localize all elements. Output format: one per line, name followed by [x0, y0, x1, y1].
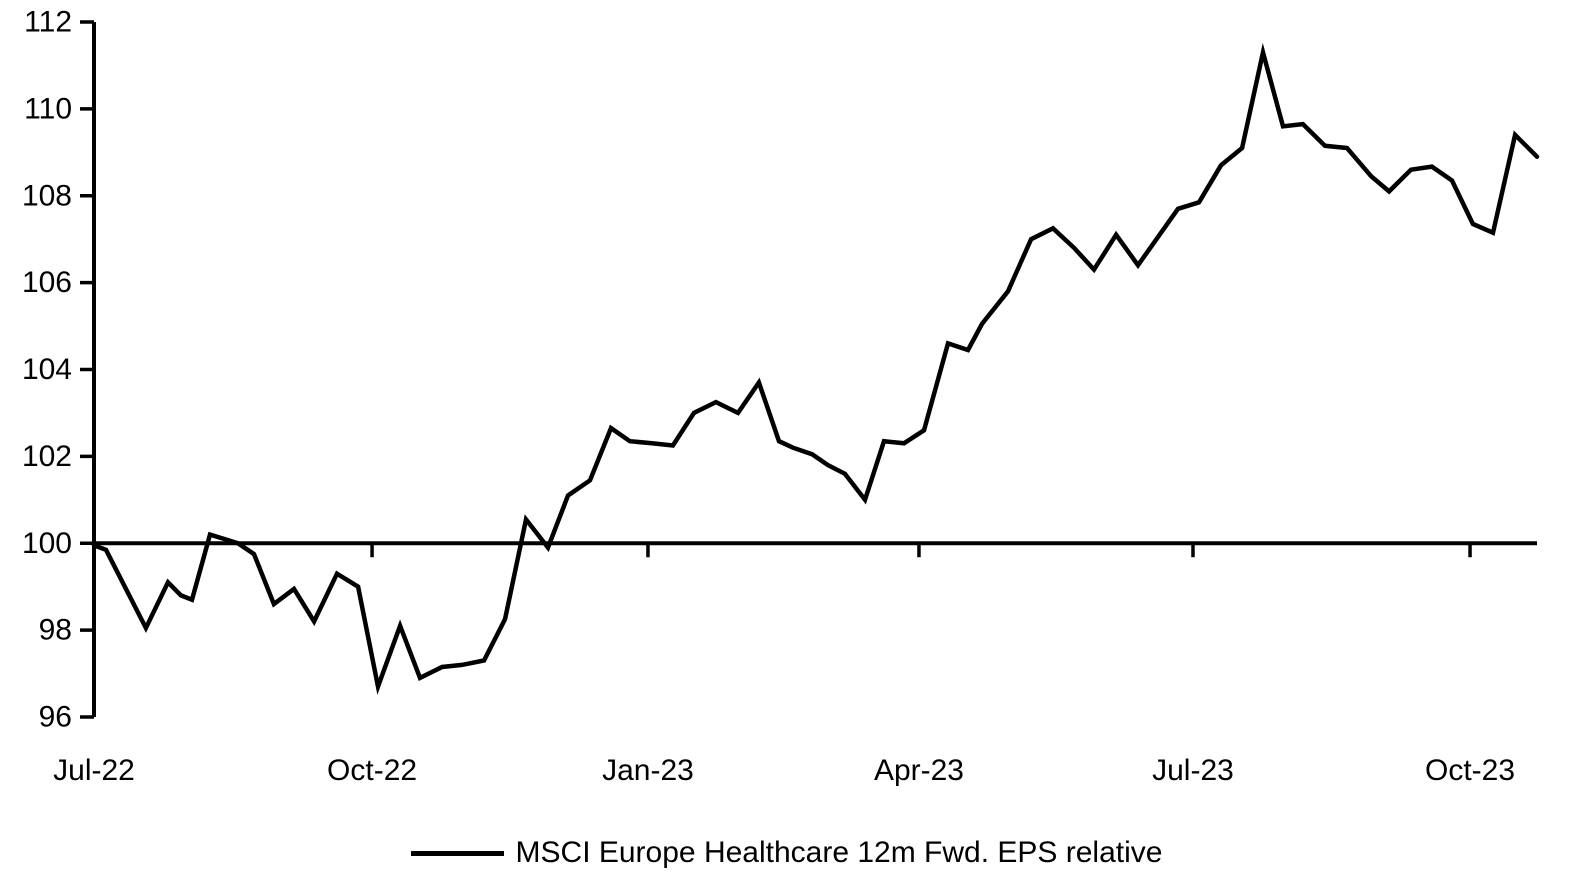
y-tick-label: 108 [22, 179, 72, 212]
line-chart: 96 98 100 102 104 106 108 110 112 Jul-22 Oct-22 Jan… [22, 6, 1540, 787]
y-tick-label: 110 [24, 92, 72, 125]
y-tick-label: 98 [39, 614, 72, 647]
x-tick-label: Oct-22 [327, 754, 417, 787]
legend-series-label: MSCI Europe Healthcare 12m Fwd. EPS rela… [515, 836, 1163, 869]
legend-line-sample [410, 850, 504, 856]
x-tick-label: Apr-23 [874, 754, 964, 787]
x-tick-label: Jan-23 [602, 754, 694, 787]
series-line [91, 42, 1540, 695]
x-tick-label: Jul-22 [53, 754, 135, 787]
x-tick-label: Jul-23 [1152, 754, 1234, 787]
x-tick-label: Oct-23 [1425, 754, 1515, 787]
chart-legend: MSCI Europe Healthcare 12m Fwd. EPS rela… [0, 836, 1573, 870]
y-tick-label: 106 [22, 266, 72, 299]
y-tick-label: 96 [39, 701, 72, 734]
y-tick-label: 100 [22, 527, 72, 560]
y-tick-label: 102 [22, 440, 72, 473]
y-tick-label: 104 [22, 353, 72, 386]
y-tick-label: 112 [24, 6, 72, 39]
